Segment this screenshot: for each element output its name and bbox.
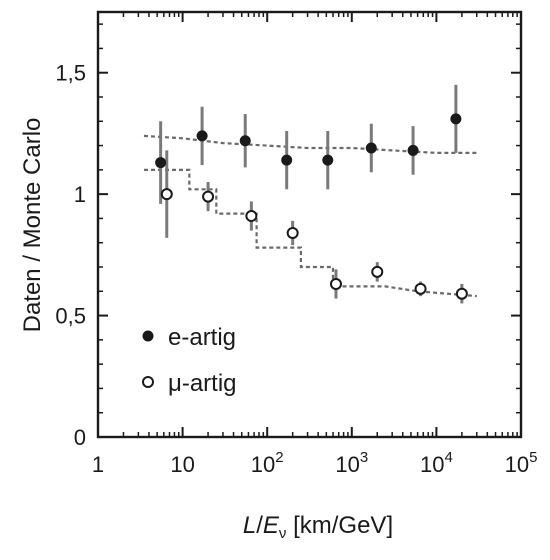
- data-point-mu-artig: [160, 188, 173, 201]
- prediction-line-mu-artig: [144, 168, 477, 298]
- data-point-e-artig: [365, 142, 377, 154]
- data-point-e-artig: [239, 135, 251, 147]
- prediction-lines: [143, 134, 477, 298]
- x-tick-label: 105: [505, 449, 538, 477]
- x-axis-title-unit: [km/GeV]: [286, 512, 393, 539]
- x-axis-tick-labels: 1 10 102 103 104 105: [92, 449, 538, 477]
- legend: e-artig μ-artig: [142, 324, 237, 397]
- data-point-e-artig: [155, 157, 167, 169]
- x-axis-title-slash: /: [256, 512, 263, 539]
- data-point-e-artig: [281, 154, 293, 166]
- data-point-mu-artig: [202, 190, 215, 203]
- data-point-e-artig: [450, 113, 462, 125]
- x-tick-label: 1: [92, 452, 104, 477]
- legend-marker-mu-artig: [142, 376, 154, 388]
- y-axis-tick-labels: 0 0,5 1 1,5: [55, 61, 86, 450]
- data-point-mu-artig: [286, 227, 299, 239]
- x-axis-title: L/Eν [km/GeV]: [243, 512, 393, 542]
- x-tick-label: 103: [335, 449, 368, 477]
- x-tick-label: 104: [420, 449, 453, 477]
- legend-marker-e-artig: [142, 330, 154, 342]
- data-points: [155, 113, 468, 300]
- data-point-e-artig: [196, 130, 208, 142]
- x-axis-title-var-l: L: [243, 512, 256, 539]
- x-axis-ticks: [97, 12, 522, 437]
- data-point-e-artig: [322, 154, 334, 166]
- x-axis-title-var-e: E: [263, 512, 280, 539]
- data-point-mu-artig: [329, 278, 342, 290]
- legend-label-e-artig: e-artig: [168, 324, 236, 351]
- data-point-mu-artig: [414, 282, 427, 295]
- y-axis-ticks: [98, 23, 521, 438]
- x-tick-label: 10: [170, 452, 194, 477]
- data-point-mu-artig: [245, 210, 258, 222]
- y-tick-label: 0: [74, 425, 86, 450]
- prediction-line-e-artig: [143, 134, 477, 154]
- legend-label-mu-artig: μ-artig: [168, 370, 237, 397]
- y-tick-label: 1,5: [55, 61, 86, 86]
- x-axis-title-subscript: ν: [279, 525, 287, 542]
- y-tick-label: 1: [74, 182, 86, 207]
- y-tick-label: 0,5: [55, 304, 86, 329]
- data-point-mu-artig: [371, 265, 384, 278]
- plot-frame: [96, 10, 523, 439]
- y-axis-title: Daten / Monte Carlo: [19, 118, 46, 333]
- data-point-mu-artig: [455, 287, 468, 300]
- data-point-e-artig: [407, 144, 419, 156]
- x-tick-label: 102: [251, 449, 284, 477]
